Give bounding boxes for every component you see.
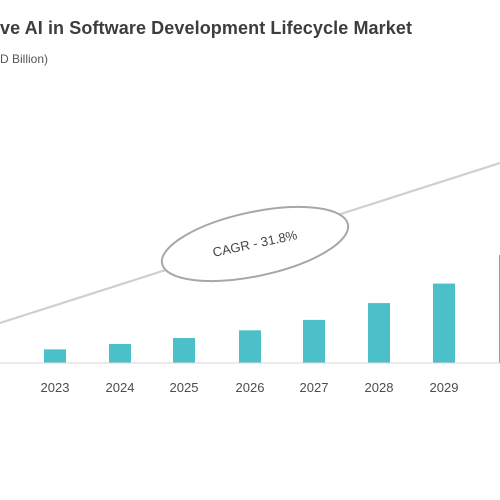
cagr-annotation: CAGR - 31.8% [160, 205, 350, 283]
x-tick-label: 2029 [430, 380, 459, 395]
bar-2023 [44, 349, 66, 363]
bar-2024 [109, 343, 131, 363]
chart-title: ve AI in Software Development Lifecycle … [0, 18, 413, 38]
bar-2029 [433, 283, 455, 363]
x-axis-labels: 220232024202520262027202820292 [41, 380, 459, 395]
chart-subtitle: D Billion) [0, 52, 49, 66]
bar-2025 [173, 338, 195, 363]
x-tick-label: 2023 [41, 380, 70, 395]
x-tick-label: 2024 [106, 380, 135, 395]
bar-series [44, 254, 500, 363]
x-tick-label: 2025 [170, 380, 199, 395]
bar-2027 [303, 319, 325, 363]
x-tick-label: 2026 [236, 380, 265, 395]
bar-2028 [368, 303, 390, 363]
cagr-ellipse [160, 205, 350, 283]
x-tick-label: 2028 [365, 380, 394, 395]
bar-2026 [239, 330, 261, 363]
x-tick-label: 2027 [300, 380, 329, 395]
